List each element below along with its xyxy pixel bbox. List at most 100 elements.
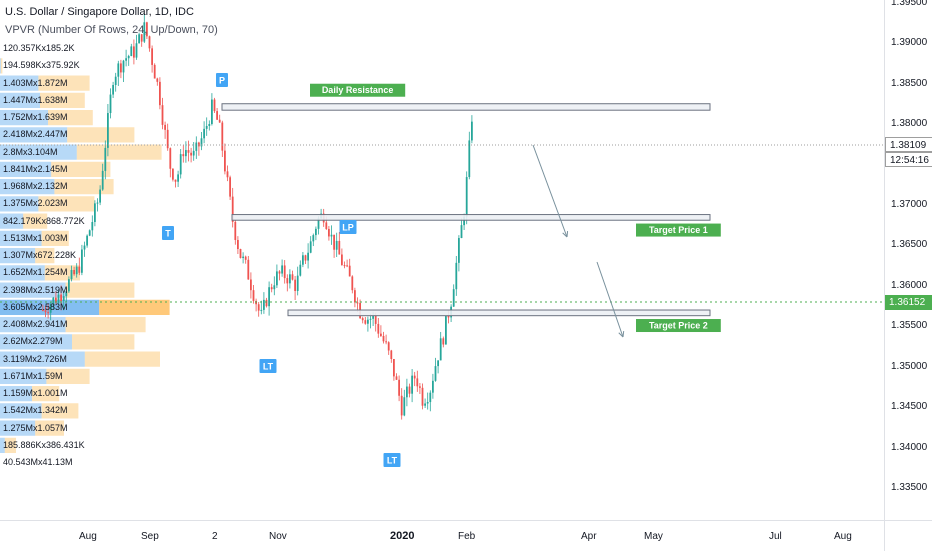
candle-body — [403, 397, 406, 416]
volume-up-bar — [0, 368, 47, 384]
volume-row-label: 1.652Mx1.254M — [3, 267, 68, 278]
price-tick-label: 1.39000 — [891, 37, 928, 49]
candle-body — [177, 174, 179, 182]
volume-down-bar — [99, 299, 170, 315]
volume-up-bar — [0, 161, 52, 177]
time-scale[interactable]: Aug Sep 2 Nov 2020 Feb Apr May Jul Aug — [0, 520, 884, 551]
candle-body — [91, 222, 94, 231]
candle-body — [268, 287, 270, 307]
candle-body — [387, 342, 390, 351]
candle-body — [94, 203, 96, 223]
candle-body — [73, 269, 75, 275]
candle-body — [195, 142, 198, 151]
price-chart[interactable]: Daily Resistance Target Price 1 Target Pri… — [0, 0, 884, 520]
zone-box — [287, 309, 711, 317]
volume-row-label: 194.598Kx375.92K — [3, 60, 80, 71]
pattern-marker-label: LP — [342, 223, 354, 233]
candle-body — [226, 171, 229, 178]
time-tick-label: Nov — [269, 531, 287, 542]
volume-row-label: 1.513Mx1.003M — [3, 232, 68, 243]
chart-area[interactable]: Daily Resistance Target Price 1 Target Pri… — [0, 0, 884, 520]
candle-body — [151, 48, 153, 65]
candle-body — [294, 279, 296, 292]
candle-body — [216, 111, 218, 120]
candle-body — [374, 315, 377, 324]
candle-body — [372, 315, 374, 319]
candle-body — [341, 254, 343, 266]
candle-body — [411, 375, 413, 394]
candle-body — [263, 299, 265, 310]
candle-body — [83, 245, 86, 250]
volume-up-bar — [0, 265, 45, 281]
price-tick-label: 1.38000 — [891, 117, 928, 129]
zone-box — [231, 214, 711, 221]
candle-body — [112, 84, 114, 95]
candle-body — [447, 315, 450, 318]
price-tick-label: 1.35000 — [891, 360, 928, 372]
candle-body — [57, 294, 60, 303]
candle-body — [42, 310, 44, 312]
volume-row-label: 40.543Mx41.13M — [3, 457, 73, 467]
candle-body — [75, 266, 78, 275]
volume-up-bar — [0, 248, 36, 264]
price-tick-label: 1.38500 — [891, 77, 928, 89]
candle-body — [88, 230, 91, 236]
symbol-title[interactable]: U.S. Dollar / Singapore Dollar, 1D, IDC — [5, 6, 194, 18]
candle-body — [247, 259, 250, 280]
candle-body — [429, 392, 432, 403]
candle-body — [291, 274, 294, 280]
candle-body — [460, 225, 463, 239]
candle-body — [367, 319, 369, 324]
candle-body — [421, 387, 424, 406]
zone-label: Target Price 1 — [649, 225, 708, 235]
candle-body — [364, 320, 367, 324]
candle-body — [239, 249, 242, 258]
candle-body — [265, 299, 268, 307]
candle-body — [385, 341, 387, 343]
arrow-head — [562, 232, 568, 238]
candle-body — [185, 150, 187, 157]
volume-up-bar — [0, 386, 32, 402]
indicator-legend[interactable]: VPVR (Number Of Rows, 24, Up/Down, 70) — [5, 24, 218, 36]
price-tick-label: 1.33500 — [891, 482, 928, 493]
volume-row-label: 1.671Mx1.59M — [3, 370, 63, 381]
candle-body — [190, 152, 192, 156]
candle-body — [52, 297, 55, 305]
candle-body — [270, 287, 273, 290]
candle-body — [346, 265, 348, 267]
candle-body — [101, 170, 104, 190]
candle-body — [413, 375, 416, 379]
candle-body — [338, 240, 341, 255]
candle-body — [179, 154, 182, 175]
volume-up-bar — [0, 213, 24, 229]
volume-down-bar — [51, 161, 111, 177]
candle-body — [99, 189, 101, 203]
volume-down-bar — [35, 248, 55, 264]
volume-down-bar — [65, 317, 146, 333]
candle-body — [237, 239, 239, 250]
pattern-marker-label: LT — [263, 362, 274, 372]
volume-row-label: 1.968Mx2.132M — [3, 181, 68, 191]
candle-body — [328, 228, 330, 237]
candle-body — [377, 323, 380, 334]
candle-body — [164, 124, 166, 130]
candle-body — [439, 338, 442, 361]
candle-body — [283, 265, 286, 279]
candle-body — [382, 335, 385, 342]
candle-body — [309, 241, 312, 253]
volume-down-bar — [84, 351, 160, 367]
volume-up-bar — [0, 282, 66, 298]
candle-body — [49, 304, 52, 313]
candle-body — [351, 276, 354, 291]
candle-body — [333, 234, 335, 250]
price-scale[interactable]: 1.395001.390001.385001.380001.375001.370… — [884, 0, 932, 520]
volume-up-bar — [0, 334, 72, 350]
zone-label: Target Price 2 — [649, 321, 708, 331]
candle-body — [203, 128, 205, 139]
candle-body — [452, 289, 455, 307]
candle-body — [174, 179, 177, 182]
candle-body — [192, 150, 195, 156]
candle-body — [468, 140, 471, 178]
candle-body — [442, 338, 445, 345]
candle-body — [211, 99, 213, 124]
